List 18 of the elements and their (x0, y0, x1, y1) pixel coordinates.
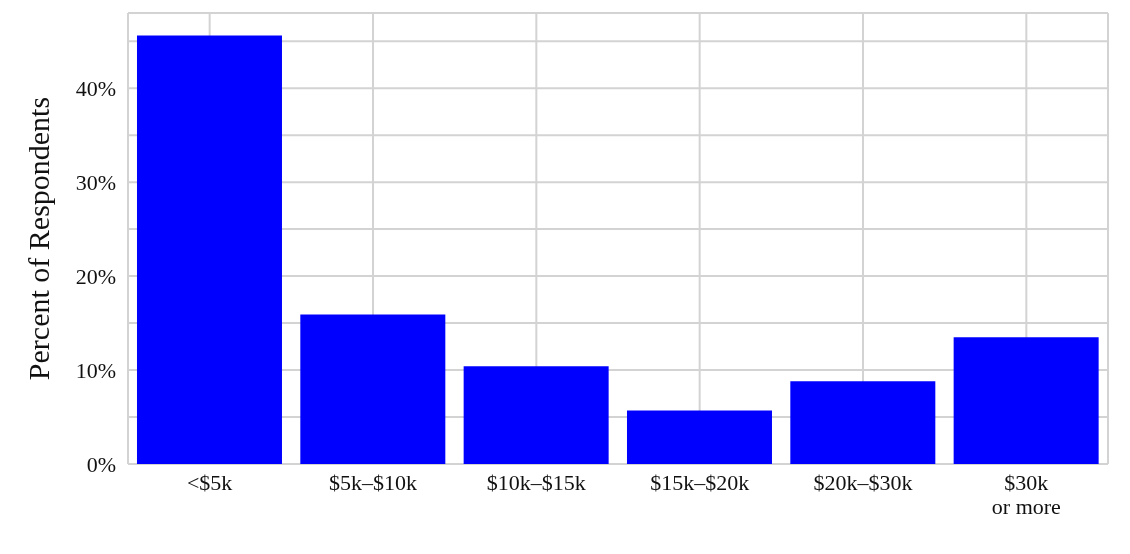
bar (300, 314, 446, 464)
x-tick-label: $5k–$10k (329, 470, 417, 495)
x-tick-label: $10k–$15k (486, 470, 586, 495)
y-tick-label: 10% (75, 358, 116, 384)
y-tick-label: 30% (75, 170, 116, 196)
bar (136, 35, 282, 464)
x-tick-label: $20k–$30k (813, 470, 913, 495)
x-tick-label: $30k or more (991, 470, 1061, 519)
bar (463, 366, 609, 464)
x-tick-label: $15k–$20k (650, 470, 750, 495)
bar (626, 410, 772, 464)
bar (790, 381, 936, 464)
y-tick-label: 0% (86, 452, 116, 477)
x-tick-label: <$5k (186, 470, 233, 495)
bar (953, 337, 1099, 464)
y-tick-label: 40% (75, 76, 116, 102)
y-tick-label: 20% (75, 264, 116, 290)
y-axis-title: Percent of Respondents (21, 96, 55, 381)
